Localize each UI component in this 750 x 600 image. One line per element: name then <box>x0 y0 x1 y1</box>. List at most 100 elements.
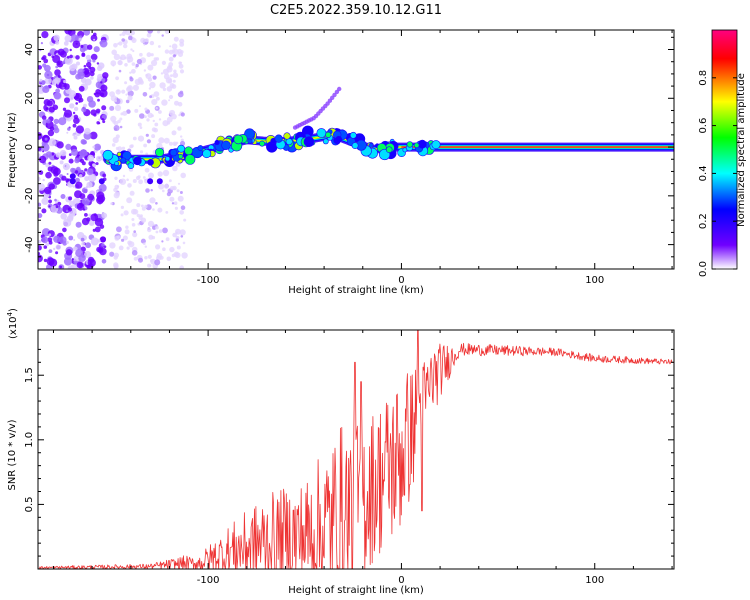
noise-blob <box>172 232 177 238</box>
noise-blob <box>59 236 67 244</box>
noise-blob <box>48 138 57 147</box>
band-blob <box>349 131 357 139</box>
noise-blob <box>144 204 148 209</box>
noise-blob <box>127 90 134 97</box>
noise-blob <box>115 76 119 81</box>
noise-blob <box>73 106 79 112</box>
noise-blob <box>125 99 130 104</box>
noise-blob <box>92 182 95 186</box>
noise-blob <box>102 72 109 79</box>
noise-blob <box>167 65 173 70</box>
noise-blob <box>181 252 188 259</box>
noise-blob <box>151 235 156 240</box>
noise-blob <box>139 105 141 108</box>
noise-blob <box>176 245 181 250</box>
noise-blob <box>162 227 168 234</box>
noise-blob <box>53 171 59 177</box>
noise-blob <box>179 210 184 215</box>
noise-blob <box>154 259 161 266</box>
noise-blob <box>130 30 135 36</box>
branch-blob <box>332 92 337 98</box>
noise-blob <box>119 125 123 129</box>
noise-blob <box>172 48 179 56</box>
colorbar-gradient <box>711 29 738 270</box>
figure-title: C2E5.2022.359.10.12.G11 <box>270 3 442 18</box>
noise-blob <box>125 93 128 96</box>
noise-blob <box>76 261 84 269</box>
noise-blob <box>110 60 117 67</box>
noise-blob <box>162 87 167 92</box>
noise-blob <box>85 54 92 61</box>
noise-blob <box>166 116 173 123</box>
noise-blob <box>56 81 60 85</box>
noise-blob <box>38 202 42 207</box>
noise-blob <box>148 87 152 90</box>
y-tick-label: -20 <box>24 188 35 204</box>
band-blob <box>169 148 178 157</box>
noise-blob <box>83 64 87 68</box>
noise-blob <box>72 123 77 128</box>
noise-blob <box>132 232 138 238</box>
band-blob <box>316 128 327 138</box>
noise-blob <box>158 110 162 114</box>
snr-ylabel: SNR (10 * v/v) <box>7 419 18 490</box>
noise-blob <box>65 241 69 244</box>
noise-blob <box>126 109 131 114</box>
noise-blob <box>143 43 146 46</box>
noise-blob <box>71 148 79 156</box>
noise-blob <box>137 122 142 127</box>
noise-blob <box>138 77 143 82</box>
noise-blob <box>41 115 47 120</box>
noise-blob <box>147 30 154 34</box>
noise-blob <box>98 183 107 192</box>
noise-blob <box>180 135 183 138</box>
noise-blob <box>73 114 79 120</box>
noise-blob <box>119 33 122 37</box>
noise-blob <box>73 117 80 124</box>
noise-blob <box>117 89 120 92</box>
noise-blob <box>172 165 178 172</box>
noise-blob <box>144 167 150 173</box>
noise-blob <box>85 242 91 249</box>
noise-blob <box>48 106 55 113</box>
noise-blob <box>132 49 135 53</box>
snr-series-line <box>38 330 674 569</box>
noise-blob <box>152 208 155 211</box>
noise-blob <box>127 95 133 101</box>
noise-blob <box>115 89 121 95</box>
band-blob <box>244 128 255 140</box>
noise-blob <box>63 79 67 84</box>
noise-blob <box>90 237 99 246</box>
noise-blob <box>129 77 134 82</box>
noise-blob <box>69 64 76 72</box>
noise-blob <box>153 91 160 97</box>
band-blob <box>116 151 122 157</box>
noise-blob <box>87 154 95 162</box>
isolated-blob <box>147 178 154 185</box>
noise-blob <box>124 63 128 67</box>
band-blob <box>184 154 196 165</box>
noise-blob <box>118 69 122 73</box>
noise-blob <box>46 257 55 266</box>
noise-blob <box>115 146 119 151</box>
noise-blob <box>38 176 41 182</box>
isolated-blob <box>69 173 76 180</box>
noise-blob <box>172 54 176 58</box>
noise-blob <box>133 256 138 261</box>
noise-blob <box>45 125 48 128</box>
branch-blob <box>337 86 342 92</box>
noise-blob <box>88 213 92 217</box>
noise-blob <box>84 127 91 135</box>
noise-blob <box>128 86 131 89</box>
noise-blob <box>119 178 127 185</box>
noise-blob <box>68 214 74 220</box>
y-tick-label: 40 <box>24 43 35 56</box>
noise-blob <box>44 77 52 85</box>
noise-blob <box>143 143 148 148</box>
noise-blob <box>83 70 91 78</box>
noise-blob <box>63 109 73 118</box>
noise-blob <box>78 97 84 103</box>
noise-blob <box>90 34 98 42</box>
noise-blob <box>179 229 186 236</box>
noise-blob <box>161 60 166 65</box>
